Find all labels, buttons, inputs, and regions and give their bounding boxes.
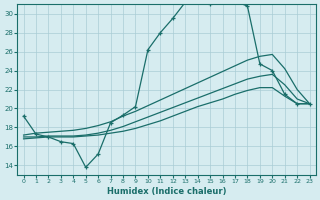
X-axis label: Humidex (Indice chaleur): Humidex (Indice chaleur) (107, 187, 226, 196)
